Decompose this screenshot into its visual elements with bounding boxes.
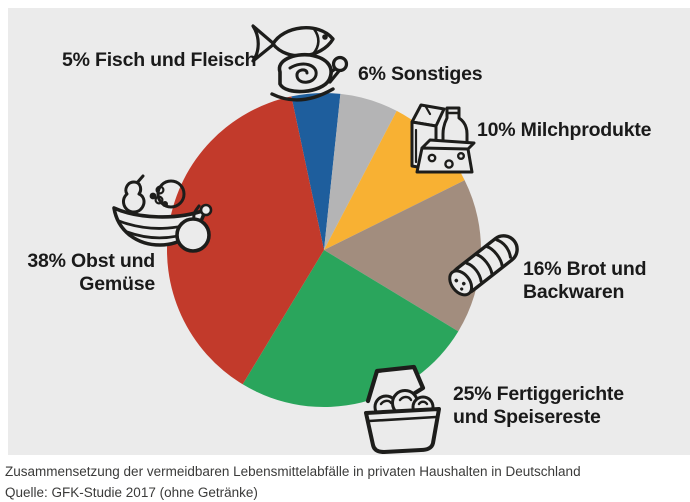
label-sonstiges-line1: 6% Sonstiges (358, 63, 483, 85)
label-fisch-line1: 5% Fisch und Fleisch (62, 49, 257, 71)
caption-source: Quelle: GFK-Studie 2017 (ohne Getränke) (5, 485, 258, 500)
caption-title: Zusammensetzung der vermeidbaren Lebensm… (5, 464, 581, 479)
pie-segment-obst-und-gem-se (167, 96, 324, 385)
label-milchprodukte: 10% Milchprodukte (477, 119, 652, 142)
label-milch-line1: 10% Milchprodukte (477, 119, 652, 141)
label-fertiggerichte: 25% Fertiggerichte und Speisereste (453, 383, 624, 429)
label-obst-und-gemuese: 38% Obst und Gemüse (20, 250, 155, 296)
label-brot-line2: Backwaren (523, 281, 625, 303)
bread-icon (448, 234, 519, 297)
pie-wedges (167, 92, 482, 407)
label-obst-line1: 38% Obst und (27, 250, 155, 272)
label-brot-line1: 16% Brot und (523, 258, 647, 280)
label-obst-line2: Gemüse (79, 273, 155, 295)
label-sonstiges: 6% Sonstiges (358, 63, 483, 86)
pie-segment-fisch-und-fleisch (291, 92, 341, 250)
milk-products-icon (410, 103, 476, 174)
lunch-box-icon (364, 364, 441, 454)
pie-segment-brot-und-backwaren (324, 180, 482, 332)
label-brot-und-backwaren: 16% Brot und Backwaren (523, 258, 646, 304)
fruit-basket-icon (112, 174, 213, 253)
label-fertig-line1: 25% Fertiggerichte (453, 383, 624, 405)
label-fisch-und-fleisch: 5% Fisch und Fleisch (62, 49, 256, 72)
pie-segment-sonstiges (324, 93, 397, 250)
caption: Zusammensetzung der vermeidbaren Lebensm… (5, 461, 581, 502)
fish-and-meat-icon (251, 24, 349, 102)
label-fertig-line2: und Speisereste (453, 406, 601, 428)
